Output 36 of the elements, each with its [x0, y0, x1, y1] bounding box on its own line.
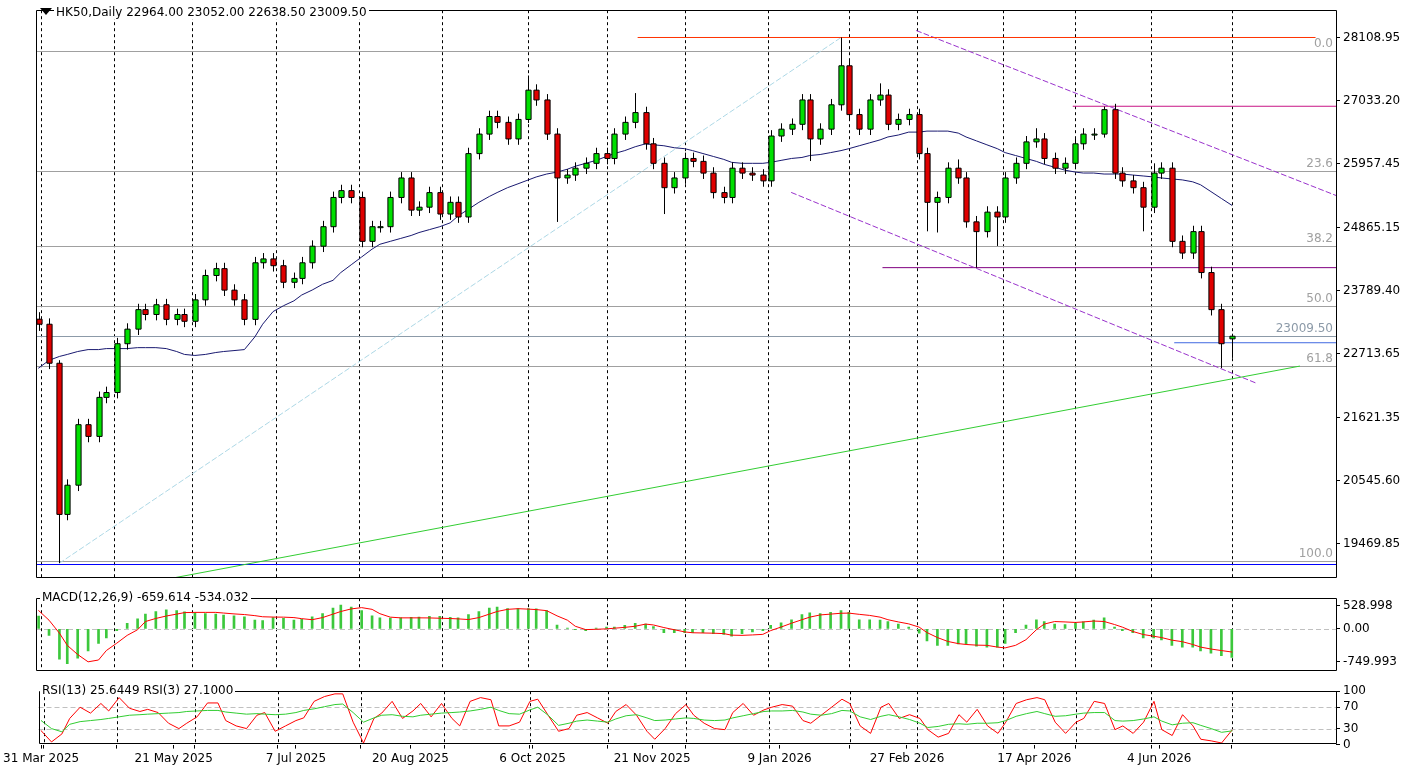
y-tick-label: 28108.95: [1343, 29, 1401, 44]
x-tick-label: 7 Jul 2025: [265, 750, 327, 765]
y-tick-label: 70: [1343, 699, 1359, 714]
x-tick-label: 31 Mar 2025: [3, 750, 80, 765]
y-tick-label: 22713.65: [1343, 345, 1401, 360]
y-tick-label: 0.00: [1343, 620, 1370, 635]
x-tick-label: 6 Oct 2025: [499, 750, 566, 765]
x-tick-label: 21 May 2025: [134, 750, 213, 765]
y-tick-label: 100: [1343, 683, 1366, 698]
y-tick-label: 528.998: [1343, 598, 1393, 613]
y-tick-label: -749.993: [1343, 653, 1397, 668]
x-tick-label: 27 Feb 2026: [869, 750, 945, 765]
chart-title: RSI(13) 25.6449 RSI(3) 27.1000: [40, 683, 236, 697]
ref-line-label: 23009.50: [1275, 321, 1333, 336]
x-tick-label: 17 Apr 2026: [997, 750, 1072, 765]
annotation: 0.0: [1313, 35, 1333, 50]
x-tick-label: 9 Jan 2026: [747, 750, 812, 765]
y-tick-label: 19469.85: [1343, 535, 1401, 550]
chart-title: HK50,Daily 22964.00 23052.00 22638.50 23009.50: [54, 5, 369, 19]
y-tick-label: 27033.20: [1343, 92, 1401, 107]
y-tick-label: 25957.45: [1343, 155, 1401, 170]
x-tick-label: 21 Nov 2025: [613, 750, 691, 765]
y-tick-label: 24865.15: [1343, 219, 1401, 234]
annotation: 61.8: [1306, 351, 1333, 366]
y-tick-label: 21621.35: [1343, 409, 1401, 424]
y-tick-label: 20545.60: [1343, 472, 1401, 487]
annotation: 100.0: [1298, 546, 1333, 561]
x-tick-label: 4 Jun 2026: [1126, 750, 1192, 765]
y-tick-label: 23789.40: [1343, 282, 1401, 297]
annotation: 23.6: [1306, 156, 1333, 171]
y-tick-label: 0: [1343, 736, 1351, 751]
annotation: 50.0: [1306, 291, 1333, 306]
chart-title: MACD(12,26,9) -659.614 -534.032: [40, 590, 251, 604]
y-tick-label: 30: [1343, 720, 1359, 735]
x-tick-label: 20 Aug 2025: [371, 750, 449, 765]
annotation: 38.2: [1306, 230, 1333, 245]
